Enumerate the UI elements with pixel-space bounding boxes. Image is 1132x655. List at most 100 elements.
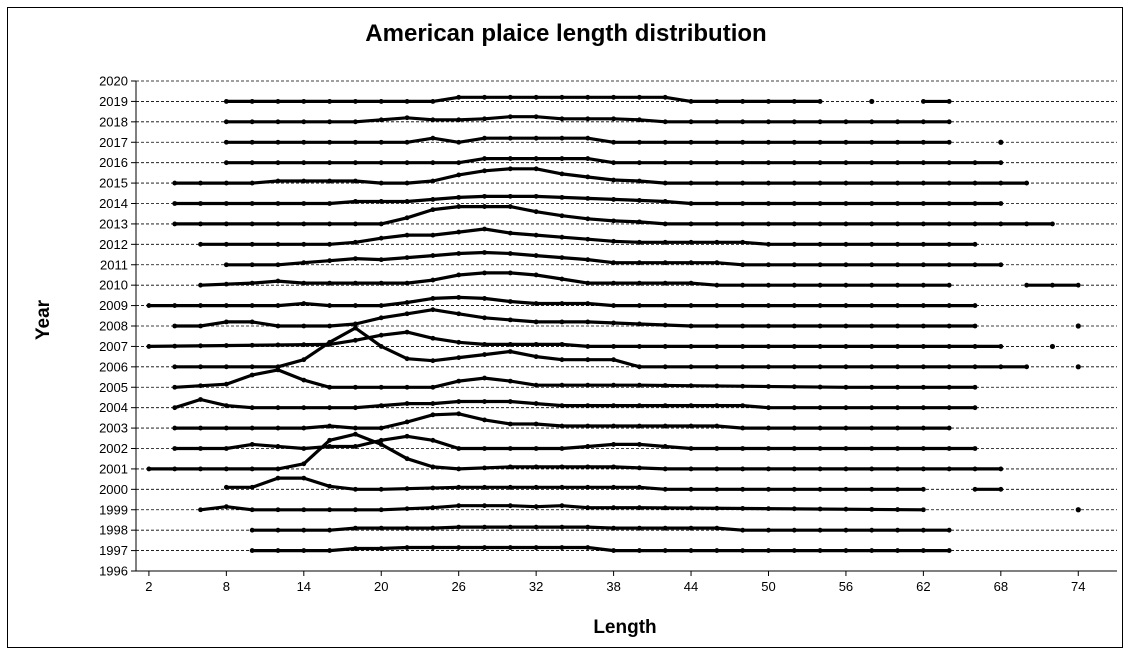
series-point-2001-6 xyxy=(198,466,203,472)
series-point-2017-22 xyxy=(404,139,410,145)
y-tick-label-2013: 2013 xyxy=(99,216,128,231)
series-point-2004-44 xyxy=(688,403,694,409)
series-point-2014-6 xyxy=(198,201,203,206)
series-point-1999-10 xyxy=(249,507,255,513)
series-point-2010-32 xyxy=(533,272,539,278)
series-point-2007-40 xyxy=(637,344,642,349)
series-point-2012-40 xyxy=(637,239,642,245)
series-point-2007-2 xyxy=(146,344,152,349)
series-point-1997-38 xyxy=(611,548,616,553)
series-point-2003-58 xyxy=(869,425,875,431)
series-point-2000-34 xyxy=(559,484,565,490)
series-line-2015 xyxy=(174,167,1027,185)
series-point-2008-36 xyxy=(585,319,591,325)
series-point-2000-54 xyxy=(817,486,823,492)
series-point-2003-50 xyxy=(766,425,771,431)
series-point-2004-48 xyxy=(740,403,746,409)
series-point-2004-20 xyxy=(378,403,384,409)
series-point-2009-40 xyxy=(637,303,642,308)
series-line-2009 xyxy=(148,295,975,308)
series-point-1998-14 xyxy=(301,527,307,533)
series-point-2002-48 xyxy=(740,446,746,451)
series-point-2011-66 xyxy=(972,262,978,268)
series-point-2012-32 xyxy=(533,232,539,238)
series-point-2001-58 xyxy=(869,466,875,472)
series-dot-2019-58 xyxy=(869,98,875,105)
series-point-2009-8 xyxy=(223,303,229,308)
series-point-2015-40 xyxy=(637,178,642,184)
series-line-2004 xyxy=(174,397,975,410)
series-point-2008-62 xyxy=(920,323,926,329)
series-point-2008-16 xyxy=(327,323,333,329)
series-point-2011-36 xyxy=(585,257,591,263)
series-point-1999-62 xyxy=(920,507,926,513)
series-point-2001-24 xyxy=(430,464,436,470)
series-point-2014-60 xyxy=(895,201,900,206)
series-point-2014-40 xyxy=(637,198,642,203)
series-point-2002-58 xyxy=(869,446,875,451)
series-point-2002-8 xyxy=(223,446,229,451)
series-point-2012-36 xyxy=(585,236,591,242)
y-tick-label-1996: 1996 xyxy=(99,564,128,579)
series-point-2011-14 xyxy=(301,260,307,266)
series-point-2003-8 xyxy=(223,425,229,431)
series-point-1998-30 xyxy=(507,524,513,530)
series-point-2014-12 xyxy=(275,201,281,206)
series-point-2008-58 xyxy=(869,323,875,329)
series-point-2006-56 xyxy=(843,364,849,370)
series-point-2014-68 xyxy=(998,201,1004,206)
series-point-2013-26 xyxy=(456,204,462,209)
series-point-1997-48 xyxy=(740,548,746,553)
series-point-2002-10 xyxy=(249,442,255,447)
series-line-2019 xyxy=(226,95,821,104)
series-point-2012-66 xyxy=(972,241,978,247)
series-point-2001-4 xyxy=(172,466,178,472)
series-point-2013-10 xyxy=(249,221,255,227)
series-point-2012-16 xyxy=(327,241,333,247)
series-point-2004-42 xyxy=(662,403,668,409)
series-point-2019-50 xyxy=(766,99,771,104)
series-point-2009-16 xyxy=(327,303,333,308)
series-point-2002-12 xyxy=(275,444,281,449)
series-point-2015-44 xyxy=(688,180,694,186)
series-point-2019-46 xyxy=(714,99,720,104)
series-point-2017-50 xyxy=(766,139,771,145)
series-point-2002-14 xyxy=(301,446,307,451)
series-point-2000-24 xyxy=(430,485,436,491)
series-point-2006-12 xyxy=(275,364,281,370)
series-point-2009-58 xyxy=(869,303,875,308)
y-tick-label-2020: 2020 xyxy=(99,74,128,89)
series-point-2011-10 xyxy=(249,262,255,268)
series-point-2002-42 xyxy=(662,444,668,449)
x-tick-label-2: 2 xyxy=(145,579,152,594)
series-point-2018-30 xyxy=(507,114,513,120)
series-point-2011-18 xyxy=(353,256,358,262)
series-point-2008-32 xyxy=(533,319,539,325)
series-line-2001 xyxy=(148,432,1001,471)
series-point-2012-22 xyxy=(404,232,410,238)
series-point-2016-66 xyxy=(972,160,978,166)
series-point-2009-30 xyxy=(507,299,513,304)
series-point-2014-30 xyxy=(507,193,513,199)
series-point-2014-58 xyxy=(869,201,875,206)
y-tick-label-2005: 2005 xyxy=(99,380,128,395)
series-point-1997-58 xyxy=(869,548,875,553)
series-point-2001-46 xyxy=(714,466,720,472)
series-point-2004-22 xyxy=(404,401,410,406)
series-point-2002-62 xyxy=(920,446,926,451)
y-tick-label-2014: 2014 xyxy=(99,196,128,211)
series-point-2016-32 xyxy=(533,156,539,161)
series-point-2013-36 xyxy=(585,216,591,222)
series-point-2003-32 xyxy=(533,421,539,427)
series-point-1999-58 xyxy=(869,506,875,512)
series-point-2001-66 xyxy=(972,466,978,472)
series-dot-2007-72 xyxy=(1049,343,1056,350)
series-point-1999-22 xyxy=(404,506,410,512)
series-point-2014-42 xyxy=(662,199,668,204)
series-point-2017-34 xyxy=(559,135,565,141)
series-point-2006-46 xyxy=(714,364,720,370)
series-point-2014-28 xyxy=(482,193,487,199)
series-point-2018-52 xyxy=(791,119,797,125)
series-point-2010-20 xyxy=(378,280,384,286)
